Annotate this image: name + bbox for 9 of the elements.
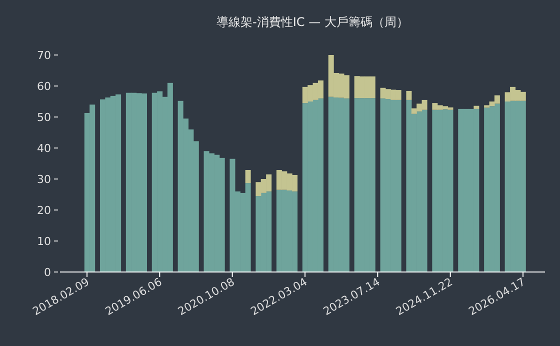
y-tick-label: 60 — [37, 80, 51, 93]
chart-title: 導線架-消費性IC — 大戶籌碼（周） — [216, 15, 408, 29]
y-tick-label: 50 — [37, 111, 51, 124]
y-tick-label: 10 — [37, 235, 51, 248]
y-tick-label: 40 — [37, 142, 51, 155]
y-tick-label: 0 — [44, 266, 51, 279]
y-tick-label: 70 — [37, 49, 51, 62]
y-tick-label: 30 — [37, 173, 51, 186]
y-tick-label: 20 — [37, 204, 51, 217]
